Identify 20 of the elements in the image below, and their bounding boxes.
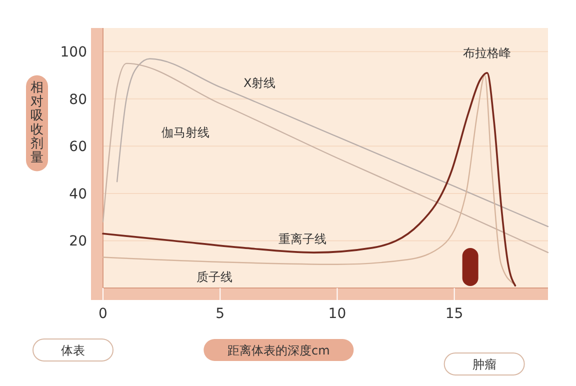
y-tick-label: 60 xyxy=(69,139,87,156)
x-tick-label: 10 xyxy=(328,306,346,322)
text: 肿瘤 xyxy=(472,358,496,372)
line-series xyxy=(116,58,549,228)
y-tick-label: 40 xyxy=(69,186,87,202)
x-tick-label: 0 xyxy=(98,306,108,322)
text: 伽马射线 xyxy=(162,126,210,140)
y-tick-label: 80 xyxy=(69,92,87,108)
series-label: 重离子线 xyxy=(278,232,327,246)
y-axis-title: 相对吸收剂量 xyxy=(30,80,44,166)
x-tick-label: 5 xyxy=(216,306,225,322)
y-tick-label: 100 xyxy=(60,44,87,61)
x-axis-title: 距离体表的深度cm xyxy=(228,344,330,358)
annotation: 布拉格峰 xyxy=(463,46,512,60)
series-label: 质子线 xyxy=(196,270,233,284)
x-tick-label: 15 xyxy=(445,306,464,322)
line-series xyxy=(102,62,549,254)
text: 体表 xyxy=(61,344,85,358)
y-tick-label: 20 xyxy=(69,234,87,250)
series-label: X射线 xyxy=(244,76,276,90)
